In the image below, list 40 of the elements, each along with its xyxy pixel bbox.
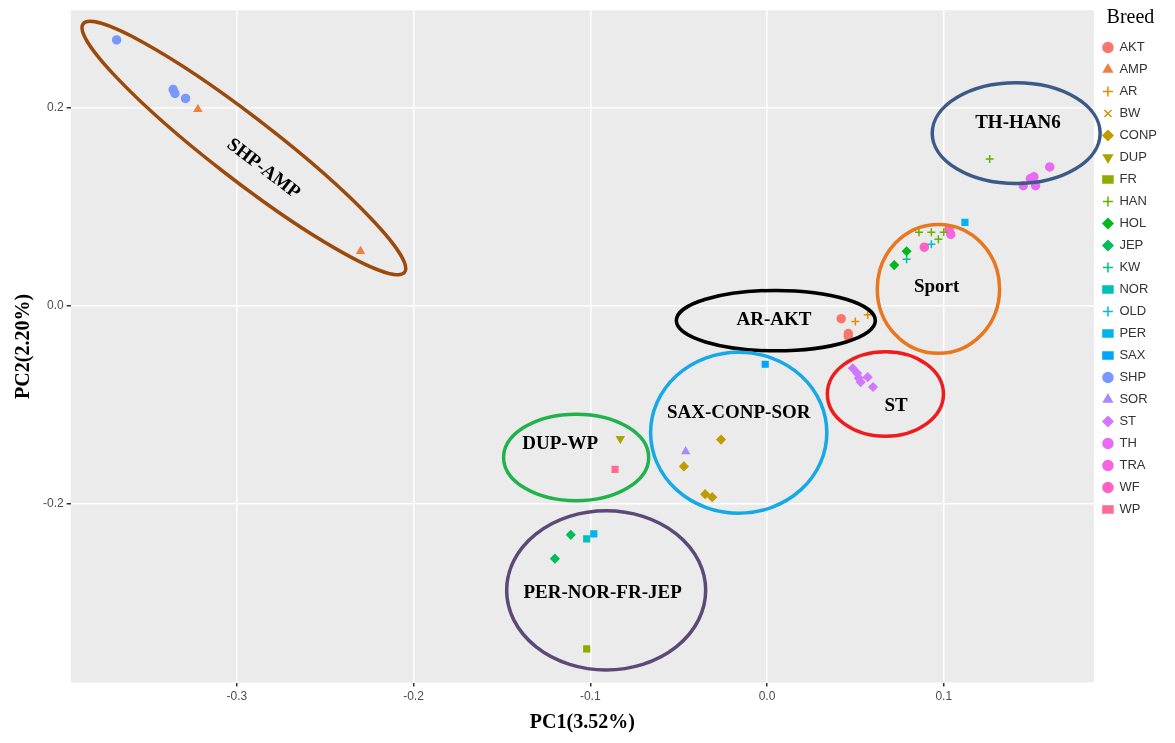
legend-label: AR bbox=[1119, 83, 1138, 99]
legend-label: AMP bbox=[1119, 61, 1148, 77]
annotation: TH-HAN6 bbox=[975, 111, 1061, 133]
annotation: PER-NOR-FR-JEP bbox=[523, 581, 683, 603]
legend-title: Breed bbox=[1106, 5, 1155, 28]
legend-label: HAN bbox=[1119, 193, 1147, 209]
legend-label: TRA bbox=[1119, 457, 1146, 473]
legend-label: SHP bbox=[1119, 369, 1147, 385]
x-tick-label: -0.1 bbox=[579, 689, 601, 704]
y-tick-label: -0.2 bbox=[42, 496, 64, 511]
x-tick-label: -0.2 bbox=[403, 689, 425, 704]
legend-label: ST bbox=[1119, 413, 1137, 429]
annotation: DUP-WP bbox=[522, 432, 599, 454]
x-tick-label: 0.0 bbox=[758, 689, 776, 704]
annotation: SAX-CONP-SOR bbox=[666, 400, 811, 422]
legend-label: NOR bbox=[1119, 281, 1149, 297]
y-axis-title: PC2(2.20%) bbox=[11, 293, 35, 399]
y-tick-label: 0.2 bbox=[46, 99, 64, 114]
legend-label: JEP bbox=[1119, 237, 1144, 253]
annotation: ST bbox=[884, 393, 908, 415]
legend-label: FR bbox=[1119, 171, 1137, 187]
legend-label: SAX bbox=[1119, 347, 1146, 363]
legend-label: KW bbox=[1119, 259, 1142, 275]
annotation: AR-AKT bbox=[736, 307, 812, 329]
legend-label: AKT bbox=[1119, 39, 1145, 55]
legend-label: WP bbox=[1119, 501, 1141, 517]
legend-label: OLD bbox=[1119, 303, 1147, 319]
legend-label: SOR bbox=[1119, 391, 1148, 407]
x-tick-label: 0.1 bbox=[935, 689, 953, 704]
x-axis-title: PC1(3.52%) bbox=[529, 710, 635, 734]
legend-label: CONP bbox=[1119, 127, 1157, 143]
annotation: Sport bbox=[913, 274, 961, 296]
x-tick-label: -0.3 bbox=[226, 689, 248, 704]
legend-label: HOL bbox=[1119, 215, 1147, 231]
y-tick-label: 0.0 bbox=[46, 298, 64, 313]
legend-label: TH bbox=[1119, 435, 1137, 451]
legend-label: BW bbox=[1119, 105, 1142, 121]
legend-label: WF bbox=[1119, 479, 1140, 495]
legend-label: PER bbox=[1119, 325, 1147, 341]
legend-label: DUP bbox=[1119, 149, 1147, 165]
